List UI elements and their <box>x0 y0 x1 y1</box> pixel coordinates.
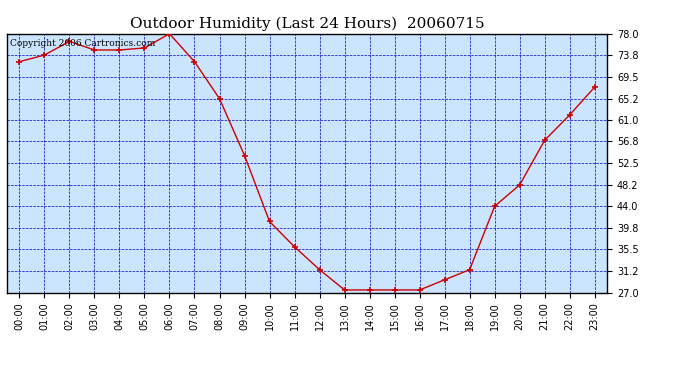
Text: Copyright 2006 Cartronics.com: Copyright 2006 Cartronics.com <box>10 39 155 48</box>
Title: Outdoor Humidity (Last 24 Hours)  20060715: Outdoor Humidity (Last 24 Hours) 2006071… <box>130 17 484 31</box>
